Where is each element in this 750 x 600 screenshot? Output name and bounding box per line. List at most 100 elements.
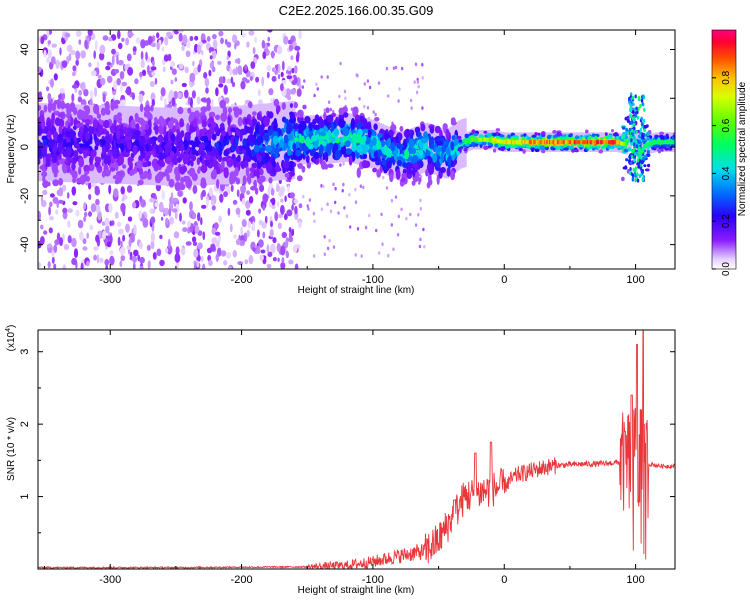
spectrogram-speckle [345,214,349,218]
spectrogram-cell [223,149,229,157]
spectrogram-speckle [83,211,88,217]
spectrogram-cell [450,117,456,125]
spectrogram-ridge [618,140,621,145]
spectrogram-speckle [168,208,172,217]
spectrogram-speckle [201,39,207,44]
spectrogram-cell [191,141,197,148]
spectrogram-flare [641,160,644,165]
spectrogram-speckle [332,245,336,249]
spectrogram-cell [86,176,90,182]
spectrogram-speckle [128,238,132,247]
spectrogram-speckle [177,30,184,33]
spectrogram-cell [83,164,90,172]
spectrogram-cell [536,136,542,140]
spectrogram-cell [434,125,441,134]
spectrogram-cell [96,113,102,119]
spectrogram-speckle [156,42,160,51]
spectrogram-cell [251,162,258,169]
spectrogram-cell [147,139,152,145]
spectrogram-flare [630,92,633,97]
spectrogram-cell [405,129,410,140]
spectrogram-speckle [285,250,289,259]
spectrogram-cell [43,156,47,166]
spectrogram-speckle [423,244,426,249]
spectrogram-speckle [343,206,346,210]
spectrogram-cell [188,167,196,177]
spectrogram-speckle [387,94,390,98]
spectrogram-ridge [568,140,571,145]
spectrogram-ridge [526,140,529,145]
snr-multiplier-exponent: 4 [5,328,12,332]
spectrogram-speckle [298,84,302,89]
spectrogram-cell [373,151,379,159]
spectrogram-speckle [419,206,422,211]
spectrogram-speckle [120,186,125,195]
spectrogram-cell [45,154,52,161]
spectrogram-cell [118,155,123,164]
spectrogram-cell [204,153,210,161]
spectrogram-cell [267,111,274,119]
spectrogram-speckle [413,80,416,84]
spectrogram-speckle [127,216,133,222]
spectrogram-speckle [49,216,54,221]
spectrogram-cell [465,133,470,138]
spectrogram-speckle [184,66,189,74]
spectrogram-speckle [133,51,137,56]
spectrogram-speckle [150,216,156,224]
snr-multiplier-base: (x10 [6,331,17,351]
spectrogram-cell [166,164,173,174]
spectrogram-speckle [315,82,318,87]
spectrogram-cell [292,124,299,130]
spectrogram-ridge [572,140,575,145]
spectrogram-speckle [59,47,62,56]
spectrogram-ridge [471,137,474,142]
spectrogram-ridge [492,138,495,142]
spectrogram-speckle [189,97,193,107]
spectrogram-cell [625,127,629,133]
spectrogram-speckle [201,204,207,209]
spectrogram-speckle [261,76,265,87]
spectrogram-speckle [196,260,200,268]
spectrogram-cell [384,131,388,141]
spectrogram-speckle [245,209,251,216]
spectrogram-ridge [510,140,513,145]
spectrogram-cell [374,117,380,122]
spectrogram-cell [263,134,269,141]
spectrogram-speckle [105,65,111,71]
spectrogram-cell [211,133,217,141]
spectrogram-cell [145,143,150,152]
spectrogram-ridge [478,137,480,142]
spectrogram-cell [262,116,270,127]
spectrogram-cell [78,157,85,168]
spectrogram-cell [672,132,675,136]
spectrogram-speckle [45,86,50,92]
spectrogram-speckle [235,207,241,215]
spectrogram-ridge [596,140,599,145]
spectrogram-speckle [397,99,400,103]
spectrogram-flare [639,140,642,145]
spectrogram-cell [47,129,52,141]
spectrogram-speckle [40,236,45,245]
spectrogram-cell [284,173,290,178]
spectrogram-speckle [276,243,281,252]
spectrogram-speckle [133,224,137,235]
spectrogram-ridge [605,140,608,145]
spectrogram-speckle [421,76,424,80]
spectrogram-cell [304,116,311,124]
spectrogram-speckle [75,209,80,217]
spectrogram-cell [51,112,55,124]
spectrogram-ridge [558,140,561,145]
colorbar-tick-label: 0.4 [721,166,732,180]
spectrogram-flare [630,161,633,166]
spectrogram-cell [492,132,497,137]
x-tick-label: -300 [99,274,121,286]
spectrogram-cell [166,140,172,149]
spectrogram-halo [211,106,215,185]
spectrogram-speckle [192,236,197,243]
spectrogram-cell [546,134,552,140]
spectrogram-cell [541,149,546,154]
spectrogram-cell [644,168,650,172]
spectrogram-speckle [254,36,257,43]
x-tick-label: -200 [231,574,253,586]
